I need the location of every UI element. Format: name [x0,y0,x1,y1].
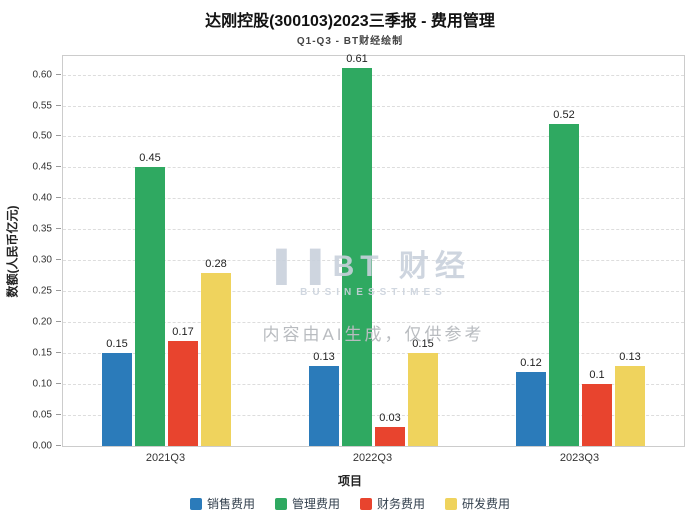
y-tick-mark [56,166,61,168]
x-axis-ticks: 2021Q3 2022Q3 2023Q3 [62,452,685,466]
bar-财务费用-2023Q3 [582,384,612,446]
y-tick-label: 0.05 [32,409,52,421]
bar-销售费用-2021Q3 [102,353,132,446]
y-tick-mark [56,290,61,292]
legend-item-研发费用[interactable]: 研发费用 [445,495,510,512]
category-label-2023Q3: 2023Q3 [559,452,600,464]
bar-value-label: 0.17 [172,325,194,338]
bar-销售费用-2022Q3 [309,365,339,446]
gridline [63,415,684,417]
y-tick-label: 0.35 [32,223,52,235]
y-tick-label: 0.15 [32,347,52,359]
bar-value-label: 0.13 [313,350,335,363]
y-tick-label: 0.10 [32,378,52,390]
plot-area: ▌▐ BT 财经 BUSINESSTIMES 内容由AI生成，仅供参考 0.15… [62,53,685,447]
y-tick-label: 0.20 [32,316,52,328]
bar-财务费用-2021Q3 [168,340,198,446]
bar-value-label: 0.1 [589,369,605,382]
bar-管理费用-2021Q3 [135,167,165,446]
y-tick-mark [56,352,61,354]
gridline [63,384,684,386]
category-label-2022Q3: 2022Q3 [352,452,393,464]
y-axis-ticks: 0.00 0.05 0.10 0.15 0.20 0.25 0.30 0.35 0.40 0.45… [0,55,62,452]
gridline [63,136,684,138]
legend-swatch [189,497,202,510]
y-tick-label: 0.25 [32,285,52,297]
bar-研发费用-2023Q3 [615,365,645,446]
y-tick-label: 0.40 [32,192,52,204]
y-tick-mark [56,383,61,385]
legend-label: 研发费用 [462,497,511,511]
bar-销售费用-2023Q3 [516,371,546,446]
y-tick-mark [56,321,61,323]
bar-管理费用-2022Q3 [342,68,372,446]
gridline [63,229,684,231]
gridline [63,74,684,76]
bar-value-label: 0.15 [106,338,128,351]
bar-value-label: 0.45 [139,152,161,165]
y-tick-label: 0.55 [32,100,52,112]
bar-value-label: 0.28 [205,257,227,270]
y-tick-mark [56,197,61,199]
legend-label: 管理费用 [291,497,340,511]
chart-title: 达刚控股(300103)2023三季报 - 费用管理 [205,13,495,30]
legend-item-管理费用[interactable]: 管理费用 [274,495,340,512]
gridline [63,105,684,107]
legend: 销售费用 管理费用 财务费用 研发费用 [0,495,700,512]
legend-label: 财务费用 [377,497,426,511]
legend-item-财务费用[interactable]: 财务费用 [360,495,425,512]
bar-管理费用-2023Q3 [549,124,579,446]
x-axis-label: 项目 [337,474,362,488]
gridline [63,167,684,169]
gridline [63,322,684,324]
legend-swatch [360,497,372,510]
y-tick-label: 0.00 [32,440,52,452]
legend-item-销售费用[interactable]: 销售费用 [189,495,255,512]
y-tick-mark [56,414,61,416]
category-label-2021Q3: 2021Q3 [145,452,186,464]
y-tick-mark [56,73,61,75]
bar-研发费用-2022Q3 [408,353,438,446]
gridline [63,353,684,355]
bt-logo-icon: ▌▐ [276,250,323,283]
bar-财务费用-2022Q3 [375,427,405,446]
bar-value-label: 0.52 [553,109,575,122]
legend-label: 销售费用 [206,497,255,511]
bar-value-label: 0.61 [346,53,368,66]
y-tick-mark [56,104,61,106]
y-tick-mark [56,135,61,137]
bar-value-label: 0.03 [379,412,401,425]
y-tick-mark [56,228,61,230]
gridline [63,291,684,293]
y-tick-mark [56,259,61,261]
y-tick-label: 0.50 [32,130,52,142]
y-tick-label: 0.30 [32,254,52,266]
legend-swatch [445,497,458,510]
bar-value-label: 0.13 [619,350,641,363]
legend-swatch [274,497,287,510]
y-tick-label: 0.60 [32,69,52,81]
y-tick-mark [56,445,61,446]
chart-subtitle: Q1-Q3 - BT财经绘制 [296,36,404,47]
bar-研发费用-2021Q3 [201,272,231,446]
gridline [63,198,684,200]
bar-value-label: 0.12 [520,356,542,369]
gridline [63,260,684,262]
y-tick-label: 0.45 [32,161,52,173]
bar-value-label: 0.15 [412,338,434,351]
